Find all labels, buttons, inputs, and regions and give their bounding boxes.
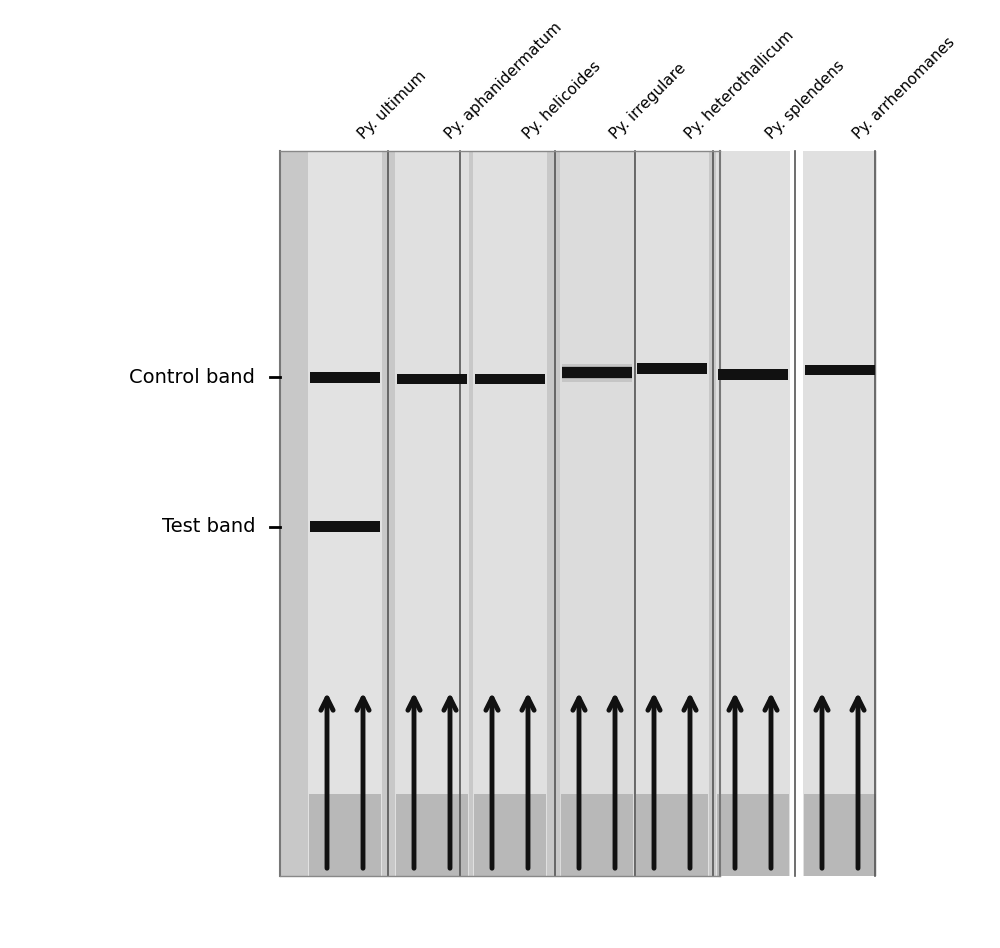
Bar [473,151,547,876]
Text: Py. helicoides: Py. helicoides [520,59,603,141]
Bar [804,794,876,876]
Bar [395,151,469,876]
Text: Py. irregulare: Py. irregulare [607,60,688,141]
Bar [562,367,632,378]
Bar [308,151,382,876]
Bar [636,794,708,876]
Bar [396,794,468,876]
Text: Py. heterothallicum: Py. heterothallicum [682,27,796,141]
Text: Py. ultimum: Py. ultimum [355,68,429,141]
Bar [397,374,467,385]
Bar [475,374,545,385]
Bar [803,151,877,876]
Text: Test band: Test band [162,518,255,537]
Bar [717,794,789,876]
Bar [718,369,788,380]
Bar [805,365,875,375]
Bar [474,794,546,876]
Text: Control band: Control band [129,368,255,387]
Bar [635,151,709,876]
Bar [562,366,632,379]
Bar [716,151,790,876]
Bar [310,372,380,383]
Bar [280,151,720,876]
Bar [309,794,381,876]
Text: Py. splendens: Py. splendens [763,58,847,141]
Bar [562,364,632,382]
Text: Py. arrhenomanes: Py. arrhenomanes [850,34,957,141]
Bar [561,794,633,876]
Bar [560,151,634,876]
Text: Py. aphanidermatum: Py. aphanidermatum [442,19,564,141]
Bar [310,521,380,532]
Bar [637,363,707,374]
